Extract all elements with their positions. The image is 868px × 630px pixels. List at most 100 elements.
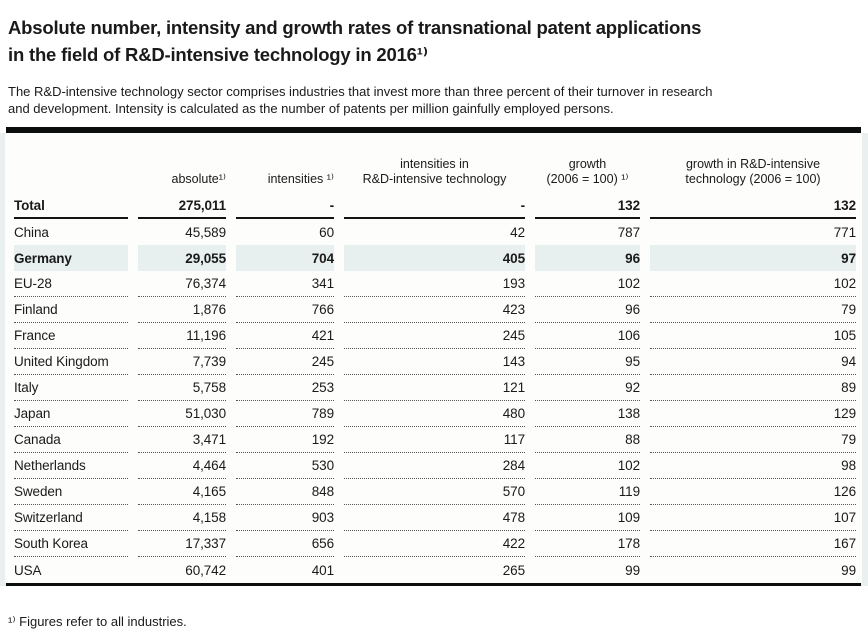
cell-intensities: 253	[236, 375, 334, 401]
cell-intensities: 766	[236, 297, 334, 323]
table-header-row: absolute¹⁾ intensities ¹⁾ intensities in…	[14, 133, 856, 193]
cell-intensities: 60	[319, 224, 334, 240]
table-row-china: China 45,589 60 42 787 771	[14, 219, 856, 245]
column-header-growth: growth (2006 = 100) ¹⁾	[546, 157, 629, 186]
cell-country: France	[14, 323, 128, 349]
cell-country: South Korea	[14, 531, 128, 557]
cell-growth-rd: 107	[650, 505, 856, 531]
cell-absolute: 76,374	[138, 271, 226, 297]
cell-country: Italy	[14, 375, 128, 401]
page-subtitle: The R&D-intensive technology sector comp…	[8, 84, 713, 116]
cell-country: Finland	[14, 297, 128, 323]
cell-growth-rd: 126	[650, 479, 856, 505]
table-row-usa: USA 60,742 401 265 99 99	[14, 557, 856, 583]
table-row-total: Total 275,011 - - 132 132	[14, 193, 856, 219]
cell-intensities-rd: 405	[344, 245, 525, 271]
cell-growth: 102	[535, 453, 640, 479]
cell-absolute: 4,158	[138, 505, 226, 531]
cell-growth: 92	[535, 375, 640, 401]
cell-absolute: 275,011	[138, 193, 226, 219]
cell-absolute: 7,739	[138, 349, 226, 375]
cell-absolute: 60,742	[185, 562, 226, 578]
cell-intensities-rd: -	[344, 193, 525, 219]
cell-absolute: 17,337	[138, 531, 226, 557]
cell-country: China	[14, 224, 49, 240]
cell-growth-rd: 98	[650, 453, 856, 479]
cell-country: Canada	[14, 427, 128, 453]
cell-growth-rd: 89	[650, 375, 856, 401]
table-row-united-kingdom: United Kingdom 7,739 245 143 95 94	[14, 349, 856, 375]
cell-intensities-rd: 423	[344, 297, 525, 323]
table-row-eu28: EU-28 76,374 341 193 102 102	[14, 271, 856, 297]
table-bottom-rule	[6, 583, 861, 586]
cell-growth: 96	[535, 297, 640, 323]
cell-absolute: 11,196	[138, 323, 226, 349]
cell-absolute: 45,589	[185, 224, 226, 240]
cell-growth-rd: 79	[650, 297, 856, 323]
cell-growth-rd: 99	[841, 562, 856, 578]
cell-country: Germany	[14, 245, 128, 271]
table-row-france: France 11,196 421 245 106 105	[14, 323, 856, 349]
footnote: ¹⁾ Figures refer to all industries.	[8, 614, 187, 629]
cell-growth: 787	[617, 224, 640, 240]
cell-country: EU-28	[14, 271, 128, 297]
cell-intensities: 789	[236, 401, 334, 427]
cell-growth-rd: 771	[833, 224, 856, 240]
cell-country: Japan	[14, 401, 128, 427]
cell-intensities-rd: 422	[344, 531, 525, 557]
cell-intensities: 848	[236, 479, 334, 505]
cell-absolute: 5,758	[138, 375, 226, 401]
cell-growth: 138	[535, 401, 640, 427]
cell-intensities: -	[236, 193, 334, 219]
column-header-intensities-rd: intensities in R&D-intensive technology	[362, 157, 507, 186]
cell-growth-rd: 97	[650, 245, 856, 271]
cell-growth: 106	[535, 323, 640, 349]
cell-growth: 132	[535, 193, 640, 219]
cell-absolute: 4,165	[138, 479, 226, 505]
cell-growth: 88	[535, 427, 640, 453]
cell-growth-rd: 94	[650, 349, 856, 375]
table-row-italy: Italy 5,758 253 121 92 89	[14, 375, 856, 401]
cell-intensities: 401	[311, 562, 334, 578]
cell-intensities: 530	[236, 453, 334, 479]
cell-intensities-rd: 245	[344, 323, 525, 349]
cell-intensities: 704	[236, 245, 334, 271]
column-header-growth-rd: growth in R&D-intensive technology (2006…	[685, 157, 821, 186]
cell-intensities-rd: 42	[510, 224, 525, 240]
cell-intensities-rd: 121	[344, 375, 525, 401]
cell-growth: 95	[535, 349, 640, 375]
table-row-japan: Japan 51,030 789 480 138 129	[14, 401, 856, 427]
cell-intensities-rd: 143	[344, 349, 525, 375]
table-row-south-korea: South Korea 17,337 656 422 178 167	[14, 531, 856, 557]
cell-intensities: 421	[236, 323, 334, 349]
cell-country: United Kingdom	[14, 349, 128, 375]
table-row-sweden: Sweden 4,165 848 570 119 126	[14, 479, 856, 505]
cell-intensities-rd: 480	[344, 401, 525, 427]
table-row-switzerland: Switzerland 4,158 903 478 109 107	[14, 505, 856, 531]
table-row-netherlands: Netherlands 4,464 530 284 102 98	[14, 453, 856, 479]
cell-intensities: 245	[236, 349, 334, 375]
table-row-germany-highlighted: Germany 29,055 704 405 96 97	[14, 245, 856, 271]
cell-country: USA	[14, 562, 42, 578]
cell-intensities: 192	[236, 427, 334, 453]
cell-growth-rd: 129	[650, 401, 856, 427]
cell-growth-rd: 102	[650, 271, 856, 297]
cell-country: Switzerland	[14, 505, 128, 531]
cell-growth: 109	[535, 505, 640, 531]
cell-absolute: 4,464	[138, 453, 226, 479]
cell-intensities-rd: 478	[344, 505, 525, 531]
table-top-rule	[6, 127, 861, 133]
cell-growth-rd: 79	[650, 427, 856, 453]
cell-growth-rd: 132	[650, 193, 856, 219]
cell-growth: 99	[625, 562, 640, 578]
cell-absolute: 3,471	[138, 427, 226, 453]
page-title: Absolute number, intensity and growth ra…	[8, 17, 702, 66]
cell-intensities-rd: 117	[344, 427, 525, 453]
table-row-canada: Canada 3,471 192 117 88 79	[14, 427, 856, 453]
cell-absolute: 51,030	[138, 401, 226, 427]
cell-intensities-rd: 284	[344, 453, 525, 479]
column-header-absolute: absolute¹⁾	[171, 172, 227, 186]
cell-intensities-rd: 265	[502, 562, 525, 578]
cell-growth: 102	[535, 271, 640, 297]
cell-absolute: 29,055	[138, 245, 226, 271]
